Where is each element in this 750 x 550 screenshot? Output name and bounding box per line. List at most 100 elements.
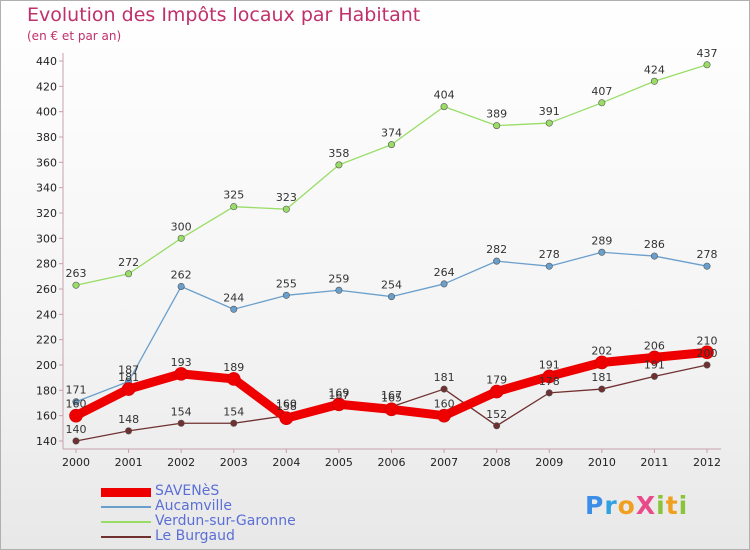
data-point-verdun-sur-garonne (545, 119, 553, 127)
x-tick-label: 2011 (640, 456, 668, 469)
data-label-verdun-sur-garonne: 389 (486, 108, 507, 121)
data-point-verdun-sur-garonne (440, 103, 448, 111)
legend-swatch-savenes (101, 487, 151, 497)
data-label-savenes: 193 (171, 356, 192, 369)
data-point-le-burgaud (72, 437, 80, 445)
y-tick-label: 360 (36, 156, 57, 169)
data-point-le-burgaud (703, 361, 711, 369)
data-point-aucamville (440, 280, 448, 288)
data-label-aucamville: 278 (697, 248, 718, 261)
data-point-verdun-sur-garonne (72, 281, 80, 289)
data-point-le-burgaud (125, 427, 133, 435)
y-tick-label: 280 (36, 258, 57, 271)
y-tick-label: 420 (36, 80, 57, 93)
data-label-verdun-sur-garonne: 407 (591, 85, 612, 98)
data-point-aucamville (387, 293, 395, 301)
data-point-verdun-sur-garonne (387, 141, 395, 149)
data-point-savenes (279, 411, 294, 426)
data-point-le-burgaud (177, 419, 185, 427)
data-label-aucamville: 289 (591, 234, 612, 247)
x-tick-label: 2008 (483, 456, 511, 469)
x-tick-label: 2004 (272, 456, 300, 469)
data-label-savenes: 179 (486, 374, 507, 387)
data-label-aucamville: 255 (276, 277, 297, 290)
data-point-savenes (332, 397, 346, 412)
data-label-savenes: 202 (591, 344, 612, 357)
data-point-verdun-sur-garonne (177, 234, 185, 242)
x-tick-label: 2002 (167, 456, 195, 469)
data-point-savenes (542, 369, 557, 384)
data-label-aucamville: 262 (171, 268, 192, 281)
data-label-verdun-sur-garonne: 263 (66, 267, 87, 280)
data-label-savenes: 158 (276, 400, 297, 413)
data-point-verdun-sur-garonne (125, 270, 133, 278)
data-point-verdun-sur-garonne (598, 99, 606, 107)
data-label-le-burgaud: 181 (591, 371, 612, 384)
x-tick-label: 2007 (430, 456, 458, 469)
data-label-le-burgaud: 167 (381, 389, 402, 402)
data-point-le-burgaud (440, 385, 448, 393)
legend-swatch-le-burgaud (101, 536, 151, 538)
data-point-verdun-sur-garonne (282, 205, 290, 213)
data-label-le-burgaud: 191 (644, 358, 665, 371)
data-label-le-burgaud: 181 (434, 371, 455, 384)
data-label-aucamville: 187 (118, 363, 139, 376)
x-tick-label: 2001 (115, 456, 143, 469)
chart-title: Evolution des Impôts locaux par Habitant (27, 4, 421, 26)
series-line-verdun-sur-garonne (75, 64, 708, 286)
legend-swatch-aucamville (101, 506, 151, 508)
logo-letter: X (635, 491, 657, 520)
data-label-verdun-sur-garonne: 424 (644, 63, 665, 76)
data-point-le-burgaud (493, 422, 501, 430)
data-point-verdun-sur-garonne (493, 122, 501, 130)
proxiti-logo: ProXiti (585, 491, 688, 520)
data-point-savenes (174, 367, 188, 381)
y-tick-label: 380 (36, 131, 57, 144)
data-point-aucamville (493, 257, 501, 265)
y-tick-label: 180 (36, 384, 57, 397)
data-label-savenes: 165 (381, 391, 402, 404)
data-point-aucamville (177, 282, 185, 290)
y-tick-label: 240 (36, 308, 57, 321)
y-tick-label: 140 (36, 435, 57, 448)
data-point-savenes (121, 382, 136, 396)
data-label-savenes: 210 (697, 334, 718, 347)
data-label-verdun-sur-garonne: 404 (434, 89, 455, 102)
data-label-verdun-sur-garonne: 323 (276, 191, 297, 204)
data-point-aucamville (230, 305, 238, 313)
x-tick-label: 2003 (220, 456, 248, 469)
y-tick-label: 160 (36, 410, 57, 423)
logo-letter: r (604, 491, 618, 520)
chart-subtitle: (en € et par an) (27, 29, 122, 43)
data-label-savenes: 206 (644, 339, 665, 352)
data-point-savenes (384, 402, 399, 417)
data-label-savenes: 169 (328, 386, 349, 399)
x-tick-label: 2009 (535, 456, 563, 469)
data-label-le-burgaud: 167 (328, 389, 349, 402)
line-chart: 140 160 180 200 220 240 260 280 300 320 340 360 380 4… (36, 47, 721, 469)
data-label-le-burgaud: 200 (697, 347, 718, 360)
data-point-savenes (226, 372, 241, 386)
data-label-verdun-sur-garonne: 391 (539, 105, 560, 118)
data-point-aucamville (335, 286, 343, 294)
data-label-aucamville: 254 (381, 279, 402, 292)
data-label-aucamville: 278 (539, 248, 560, 261)
data-point-aucamville (282, 291, 290, 299)
data-point-le-burgaud (598, 385, 606, 393)
data-label-verdun-sur-garonne: 374 (381, 127, 402, 140)
data-point-verdun-sur-garonne (703, 61, 711, 69)
data-point-verdun-sur-garonne (650, 77, 658, 85)
data-label-le-burgaud: 160 (276, 398, 297, 411)
y-tick-label: 260 (36, 283, 57, 296)
x-tick-label: 2000 (62, 456, 90, 469)
y-tick-label: 440 (36, 55, 57, 68)
data-label-savenes: 160 (434, 398, 455, 411)
data-label-le-burgaud: 152 (486, 408, 507, 421)
data-label-aucamville: 282 (486, 243, 507, 256)
data-label-savenes: 189 (223, 361, 244, 374)
x-tick-label: 2006 (378, 456, 406, 469)
y-tick-label: 320 (36, 207, 57, 220)
data-point-verdun-sur-garonne (335, 161, 343, 169)
data-label-aucamville: 259 (328, 272, 349, 285)
